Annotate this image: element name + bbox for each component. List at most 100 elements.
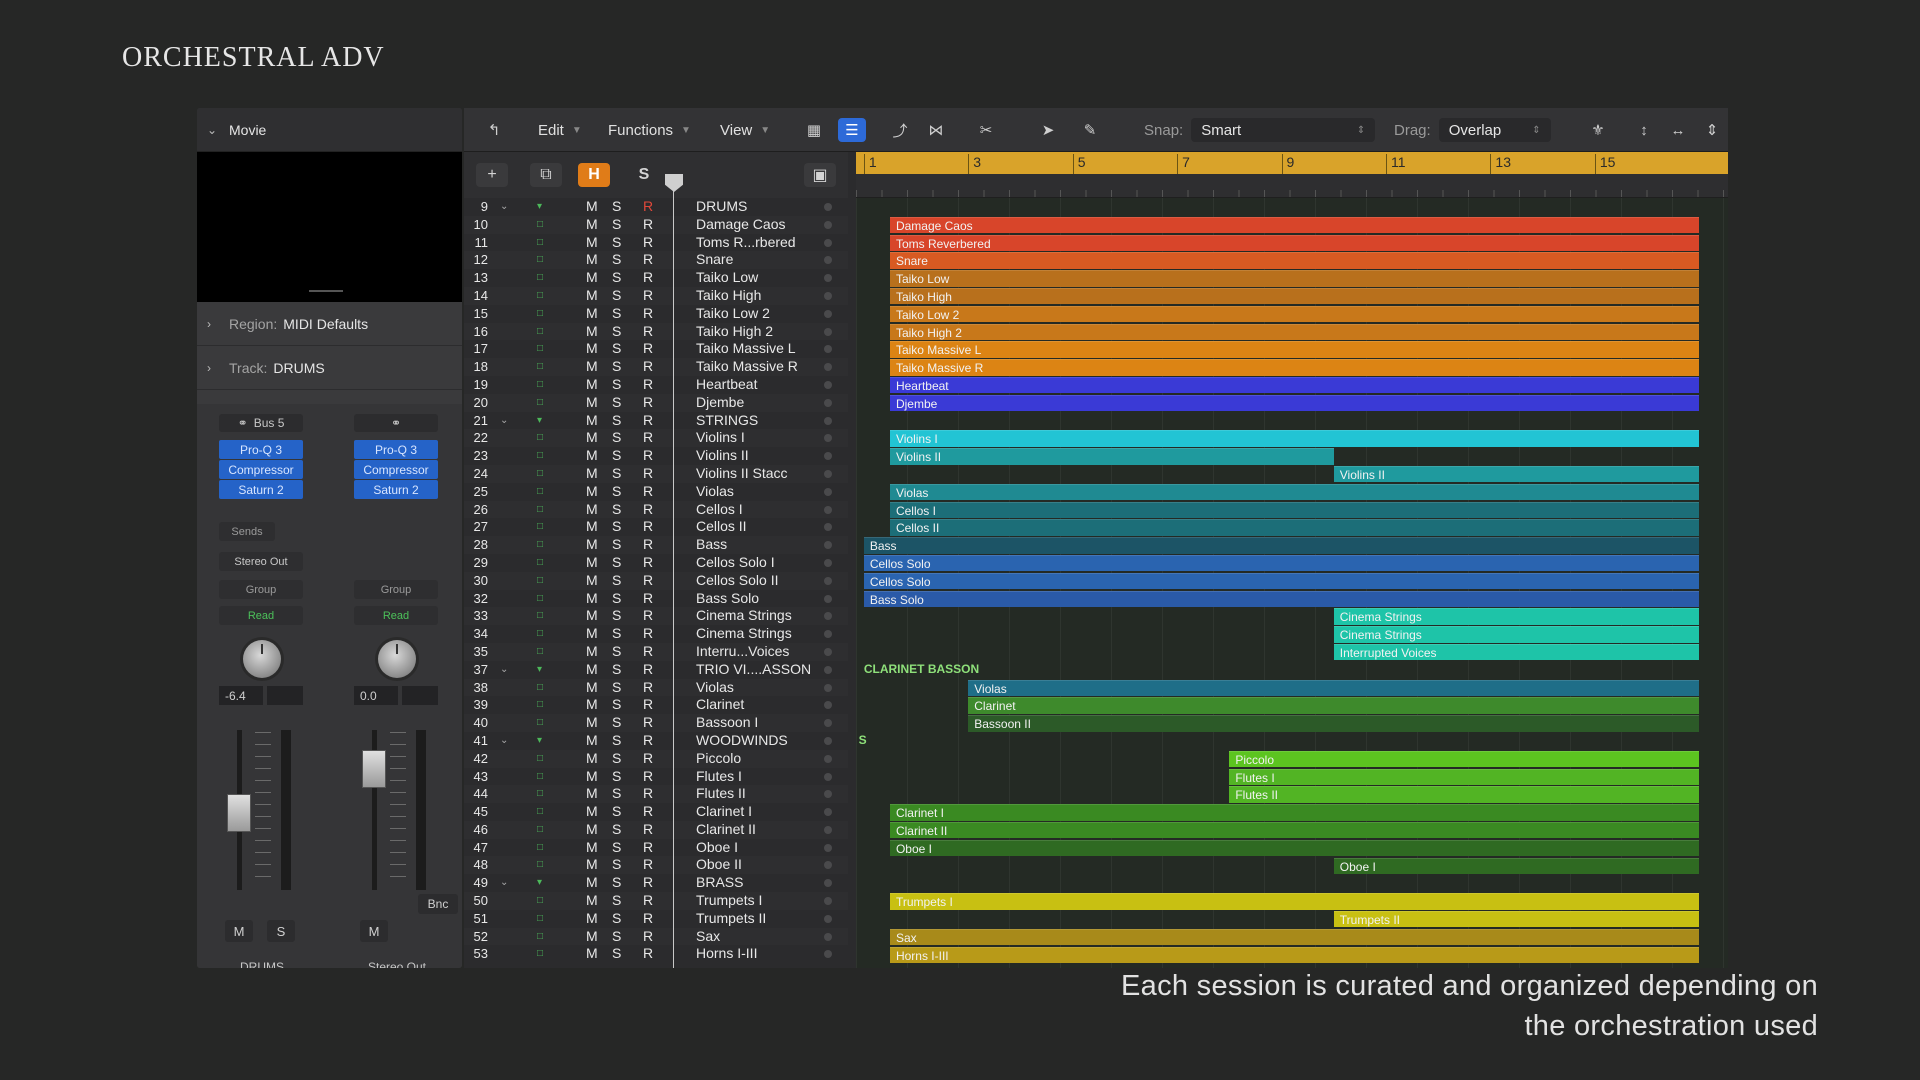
track-on-indicator[interactable]	[824, 897, 832, 906]
midi-region[interactable]: Bass	[863, 537, 1700, 554]
track-name[interactable]: Toms R...rbered	[696, 233, 796, 250]
mute-button[interactable]: M	[586, 411, 598, 428]
solo-button[interactable]: S	[612, 731, 622, 748]
midi-region[interactable]: Bassoon II	[968, 715, 1700, 732]
track-row[interactable]: 37 ⌄ ▾ M S R TRIO VI....ASSON	[464, 661, 848, 679]
solo-button[interactable]: S	[612, 411, 622, 428]
record-button[interactable]: R	[643, 518, 654, 535]
track-row[interactable]: 33 □ M S R Cinema Strings	[464, 607, 848, 626]
track-name[interactable]: Snare	[696, 251, 734, 268]
mute-button[interactable]: M	[586, 820, 598, 837]
track-on-indicator[interactable]	[824, 790, 832, 799]
mute-button[interactable]: M	[586, 660, 598, 677]
track-on-indicator[interactable]	[824, 523, 832, 532]
mute-button[interactable]: M	[586, 233, 598, 250]
mute-button[interactable]: M	[586, 945, 598, 962]
track-name[interactable]: Cinema Strings	[696, 625, 792, 642]
mute-button[interactable]: M	[586, 803, 598, 820]
record-button[interactable]: R	[643, 358, 654, 375]
plugin-slot[interactable]: Pro-Q 3	[219, 440, 303, 459]
solo-button[interactable]: S	[612, 269, 622, 286]
track-name[interactable]: Taiko Low	[696, 269, 759, 286]
track-options-icon[interactable]: ▣	[804, 163, 836, 187]
group-slot[interactable]: Group	[354, 580, 438, 599]
mute-button[interactable]: M	[586, 553, 598, 570]
track-on-indicator[interactable]	[824, 416, 832, 425]
automation-slot[interactable]: Read	[354, 606, 438, 625]
track-on-indicator[interactable]	[824, 203, 832, 211]
chevron-down-icon[interactable]: ⌄	[500, 414, 509, 426]
record-button[interactable]: R	[643, 393, 654, 410]
track-name[interactable]: Bass	[696, 536, 728, 553]
record-button[interactable]: R	[643, 625, 654, 642]
record-button[interactable]: R	[643, 536, 654, 553]
mute-button[interactable]: M	[586, 286, 598, 303]
track-on-indicator[interactable]	[824, 701, 832, 710]
record-button[interactable]: R	[643, 553, 654, 570]
track-name[interactable]: TRIO VI....ASSON	[696, 660, 812, 677]
mute-button[interactable]: M	[586, 447, 598, 464]
track-row[interactable]: 34 □ M S R Cinema Strings	[464, 625, 848, 643]
track-inspector-row[interactable]: › Track: DRUMS	[197, 346, 462, 390]
solo-button[interactable]: S	[612, 838, 622, 855]
track-on-indicator[interactable]	[824, 505, 832, 514]
midi-region[interactable]: Sax	[889, 928, 1700, 946]
bus-slot[interactable]: ⚭ Bus 5	[219, 414, 303, 432]
track-name[interactable]: Taiko Low 2	[696, 304, 770, 321]
edit-menu[interactable]: Edit ▼	[538, 121, 582, 139]
midi-region[interactable]: Violins I	[889, 430, 1700, 447]
record-button[interactable]: R	[643, 269, 654, 286]
track-row[interactable]: 11 □ M S R Toms R...rbered	[464, 234, 848, 252]
track-on-indicator[interactable]	[824, 630, 832, 639]
link-slot[interactable]: ⚭	[354, 414, 438, 432]
solo-button[interactable]: S	[612, 536, 622, 553]
track-row[interactable]: 39 □ M S R Clarinet	[464, 696, 848, 714]
mute-button[interactable]: M	[586, 625, 598, 642]
add-track-button[interactable]: +	[476, 163, 508, 187]
list-view-icon[interactable]: ☰	[838, 118, 866, 142]
track-row[interactable]: 24 □ M S R Violins II Stacc	[464, 464, 848, 483]
track-name[interactable]: Oboe I	[696, 838, 739, 855]
track-row[interactable]: 42 □ M S R Piccolo	[464, 749, 848, 768]
midi-region[interactable]: Snare	[889, 252, 1700, 269]
track-name[interactable]: Trumpets II	[696, 909, 767, 926]
mute-button[interactable]: M	[586, 927, 598, 944]
record-button[interactable]: R	[643, 233, 654, 250]
track-name[interactable]: Heartbeat	[696, 375, 758, 392]
track-row[interactable]: 18 □ M S R Taiko Massive R	[464, 358, 848, 376]
track-on-indicator[interactable]	[824, 558, 832, 567]
track-row[interactable]: 10 □ M S R Damage Caos	[464, 215, 848, 234]
mute-button[interactable]: M	[586, 482, 598, 499]
track-name[interactable]: DRUMS	[696, 198, 748, 214]
track-on-indicator[interactable]	[824, 594, 832, 603]
track-row[interactable]: 44 □ M S R Flutes II	[464, 785, 848, 804]
solo-button[interactable]: S	[612, 625, 622, 642]
track-name[interactable]: Cellos Solo II	[696, 571, 779, 588]
track-on-indicator[interactable]	[824, 647, 832, 656]
solo-button[interactable]: S	[612, 304, 622, 321]
solo-button[interactable]: S	[612, 820, 622, 837]
track-name[interactable]: Flutes II	[696, 785, 746, 802]
track-name[interactable]: Violins II	[696, 447, 749, 464]
track-row[interactable]: 53 □ M S R Horns I-III	[464, 945, 848, 963]
solo-button[interactable]: S	[612, 215, 622, 232]
track-name[interactable]: Sax	[696, 927, 721, 944]
flex-icon[interactable]: ⋈	[928, 122, 944, 139]
track-on-indicator[interactable]	[824, 327, 832, 336]
solo-button[interactable]: S	[612, 518, 622, 535]
mute-button[interactable]: M	[586, 215, 598, 232]
mute-button[interactable]: M	[586, 518, 598, 535]
mute-button[interactable]: M	[586, 642, 598, 659]
track-name[interactable]: Cinema Strings	[696, 607, 792, 624]
track-row[interactable]: 26 □ M S R Cellos I	[464, 500, 848, 519]
track-name[interactable]: Djembe	[696, 393, 745, 410]
mute-button[interactable]: M	[586, 429, 598, 446]
track-name[interactable]: STRINGS	[696, 411, 759, 428]
track-on-indicator[interactable]	[824, 825, 832, 834]
solo-button[interactable]: S	[612, 198, 622, 214]
drag-select[interactable]: Overlap ⇕	[1438, 118, 1551, 142]
solo-button[interactable]: S	[612, 233, 622, 250]
record-button[interactable]: R	[643, 198, 654, 214]
midi-region[interactable]: Cellos I	[889, 501, 1700, 518]
mute-button[interactable]: M	[586, 607, 598, 624]
